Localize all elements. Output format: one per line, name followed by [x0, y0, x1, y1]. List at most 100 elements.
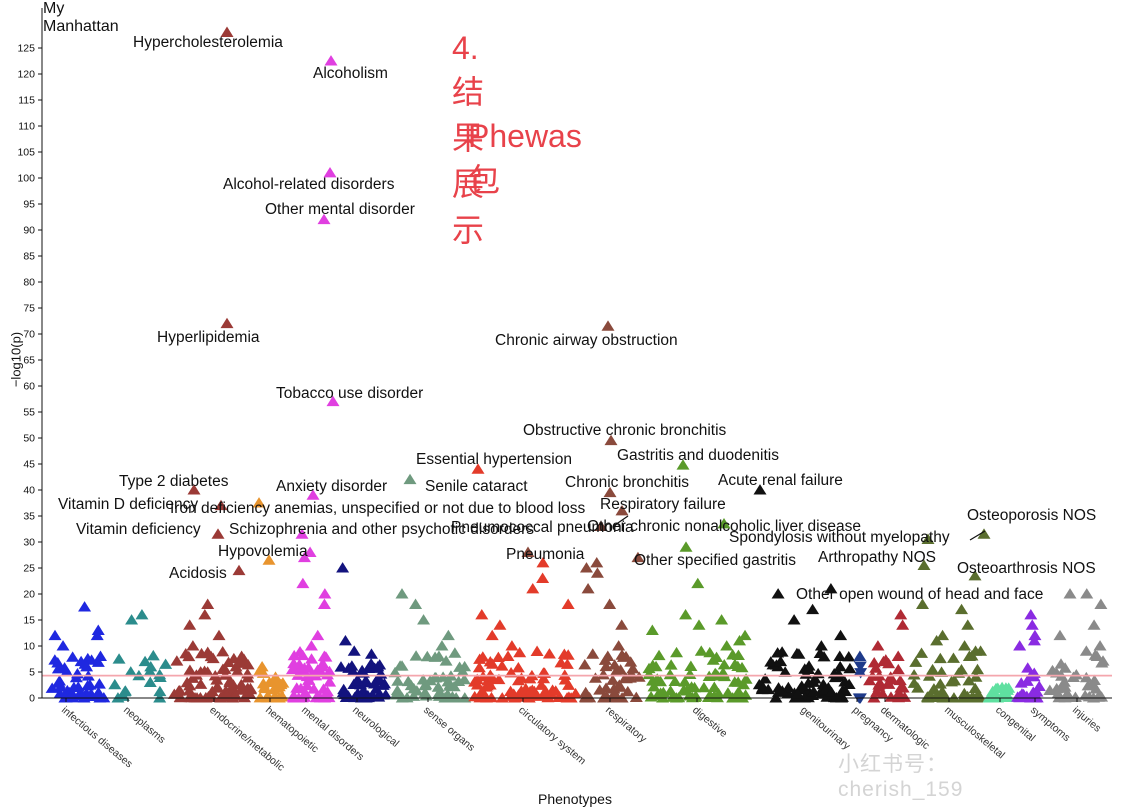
data-point	[431, 681, 445, 692]
y-tick-label: 105	[17, 147, 35, 159]
data-point	[45, 682, 59, 693]
y-tick-label: 60	[23, 381, 35, 393]
data-point	[391, 675, 405, 686]
y-tick-label: 15	[23, 615, 35, 627]
data-point	[739, 673, 753, 684]
data-point	[237, 691, 251, 703]
data-point	[125, 614, 139, 625]
data-point	[668, 675, 682, 687]
data-point	[778, 666, 792, 677]
data-point	[909, 656, 923, 667]
data-point	[611, 681, 625, 692]
data-point	[1028, 629, 1042, 641]
annotation-label: Respiratory failure	[600, 496, 726, 513]
data-point	[513, 646, 527, 658]
data-point	[536, 572, 550, 583]
data-point	[441, 629, 455, 641]
data-point	[448, 647, 462, 658]
data-point	[183, 664, 197, 675]
y-tick-label: 125	[17, 43, 35, 55]
data-point	[511, 662, 525, 673]
annotated-point	[604, 434, 618, 446]
data-point	[167, 688, 181, 699]
data-point	[183, 619, 197, 630]
data-points-layer	[45, 26, 1110, 704]
data-point	[297, 662, 311, 673]
data-point	[549, 685, 563, 696]
data-point	[491, 651, 505, 663]
data-point	[1079, 645, 1093, 656]
data-point	[272, 680, 286, 692]
data-point	[470, 679, 484, 690]
data-point	[588, 672, 602, 683]
data-point	[807, 685, 821, 697]
data-point	[78, 601, 92, 612]
data-point	[624, 656, 638, 667]
data-point	[48, 629, 62, 641]
data-point	[971, 663, 985, 675]
x-tick-label: injuries	[1070, 704, 1103, 735]
x-tick-label: sense organs	[421, 704, 477, 754]
data-point	[536, 556, 550, 568]
data-point	[645, 624, 659, 635]
data-point	[590, 556, 604, 568]
data-point	[652, 649, 666, 661]
data-point	[395, 692, 409, 703]
data-point	[401, 675, 415, 687]
data-point	[1081, 679, 1095, 691]
data-point	[298, 687, 312, 698]
data-point	[538, 685, 552, 696]
data-point	[791, 688, 805, 699]
data-point	[83, 679, 97, 690]
data-point	[907, 677, 921, 688]
annotated-point	[403, 473, 417, 485]
data-point	[111, 692, 125, 703]
data-point	[159, 658, 173, 669]
data-point	[1069, 668, 1083, 680]
data-point	[558, 669, 572, 680]
data-point	[51, 662, 65, 674]
data-point	[642, 662, 656, 674]
data-point	[395, 588, 409, 599]
y-tick-label: 100	[17, 173, 35, 185]
annotated-point	[220, 26, 234, 37]
data-point	[292, 692, 306, 703]
annotation-label: Acidosis	[169, 565, 227, 582]
data-point	[235, 650, 249, 661]
data-point	[735, 661, 749, 673]
data-point	[806, 603, 820, 615]
data-point	[206, 652, 220, 664]
annotation-label: Osteoarthrosis NOS	[957, 560, 1096, 577]
data-point	[915, 647, 929, 658]
annotation-label: Schizophrenia and other psychotic disord…	[229, 521, 534, 538]
data-point	[787, 614, 801, 625]
data-point	[958, 640, 972, 651]
leader-line	[614, 515, 629, 526]
data-point	[590, 567, 604, 578]
y-tick-label: 90	[23, 225, 35, 237]
data-point	[1002, 691, 1016, 702]
data-point	[907, 669, 921, 680]
data-point	[694, 645, 708, 656]
data-point	[58, 692, 72, 703]
data-point	[814, 640, 828, 651]
leader-line	[969, 530, 986, 541]
data-point	[218, 669, 232, 680]
data-point	[220, 689, 234, 700]
data-point	[346, 665, 360, 677]
data-point	[691, 577, 705, 589]
data-point	[606, 674, 620, 685]
data-point	[377, 678, 391, 689]
annotated-point	[306, 489, 320, 500]
annotated-point	[968, 569, 982, 581]
data-point	[769, 692, 783, 703]
y-tick-label: 10	[23, 641, 35, 653]
data-point	[824, 582, 838, 594]
data-point	[214, 692, 228, 703]
annotated-point	[295, 528, 309, 539]
data-point	[185, 691, 199, 703]
data-point	[871, 640, 885, 651]
data-point	[853, 650, 867, 661]
data-point	[1043, 684, 1057, 695]
